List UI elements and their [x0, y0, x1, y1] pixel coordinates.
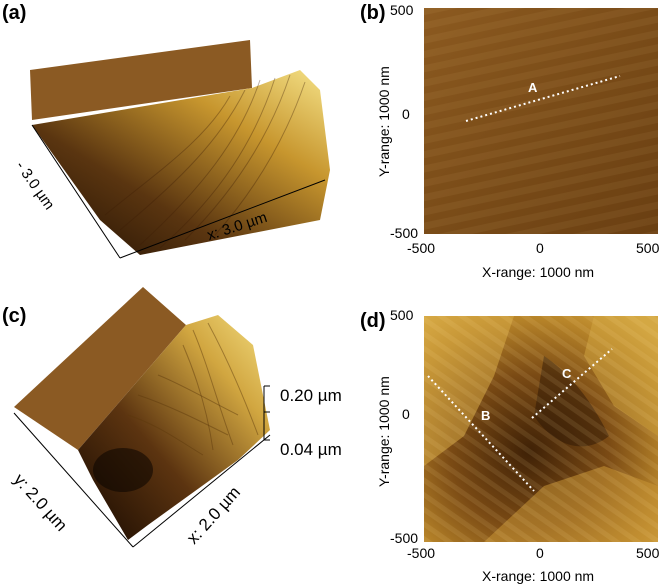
panel-c-z-scale-bracket	[263, 385, 270, 441]
panel-d-xtick-minus500: -500	[407, 545, 436, 561]
afm-3d-surface-c	[13, 287, 271, 548]
afm-3d-surface-a	[30, 40, 330, 259]
panel-b-ytick-0: 0	[402, 106, 410, 122]
panel-b-ytick-500: 500	[390, 2, 414, 18]
panel-c-label: (c)	[2, 305, 27, 327]
panel-d-ytick-minus500: -500	[390, 530, 419, 546]
panel-d-label: (d)	[360, 310, 386, 332]
panel-d-ylabel: Y-range: 1000 nm	[376, 376, 392, 487]
panel-c-z-top-label: 0.20 µm	[280, 386, 342, 405]
panel-d-marker-c: C	[562, 366, 572, 381]
panel-b-marker-a: A	[528, 80, 538, 95]
panel-b-xtick-minus500: -500	[407, 240, 436, 256]
panel-d-xlabel: X-range: 1000 nm	[482, 568, 595, 584]
panel-d-marker-b: B	[481, 408, 491, 423]
panel-d-ytick-0: 0	[402, 406, 410, 422]
panel-d-ytick-500: 500	[390, 307, 414, 323]
afm-height-map-d	[424, 316, 658, 542]
panel-b-ylabel: Y-range: 1000 nm	[376, 66, 392, 177]
panel-b-xtick-500: 500	[636, 240, 660, 256]
panel-d-xtick-500: 500	[636, 545, 660, 561]
panel-b-xtick-0: 0	[536, 240, 544, 256]
panel-b-ytick-minus500: -500	[390, 225, 419, 241]
afm-height-map-b	[424, 8, 658, 234]
panel-d-xtick-0: 0	[536, 545, 544, 561]
panel-a-label: (a)	[2, 2, 27, 24]
panel-c-z-bottom-label: 0.04 µm	[280, 440, 342, 459]
panel-b-xlabel: X-range: 1000 nm	[482, 264, 595, 280]
panel-b-label: (b)	[360, 2, 386, 24]
